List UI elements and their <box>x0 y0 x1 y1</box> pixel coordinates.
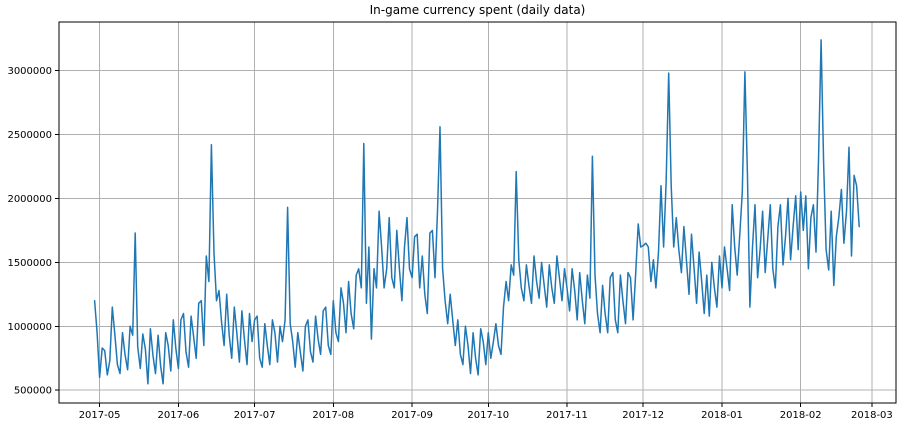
x-tick-label: 2017-06 <box>158 410 200 421</box>
x-tick-label: 2017-07 <box>234 410 276 421</box>
x-tick-label: 2017-05 <box>79 410 121 421</box>
chart-title: In-game currency spent (daily data) <box>369 3 586 17</box>
x-tick-label: 2017-08 <box>312 410 354 421</box>
y-tick-label: 2000000 <box>7 194 52 205</box>
x-tick-label: 2018-03 <box>851 410 893 421</box>
x-tick-label: 2017-10 <box>467 410 509 421</box>
y-tick-label: 1500000 <box>7 258 52 269</box>
x-tick-label: 2017-12 <box>622 410 664 421</box>
x-tick-label: 2018-01 <box>701 410 743 421</box>
x-tick-label: 2017-11 <box>546 410 588 421</box>
axes-border <box>58 21 897 404</box>
x-tick-label: 2017-09 <box>391 410 433 421</box>
y-tick-label: 2500000 <box>7 130 52 141</box>
y-tick-label: 1000000 <box>7 322 52 333</box>
x-tick-label: 2018-02 <box>780 410 822 421</box>
y-tick-label: 3000000 <box>7 66 52 77</box>
series-line <box>93 39 860 385</box>
y-tick-label: 500000 <box>14 386 52 397</box>
